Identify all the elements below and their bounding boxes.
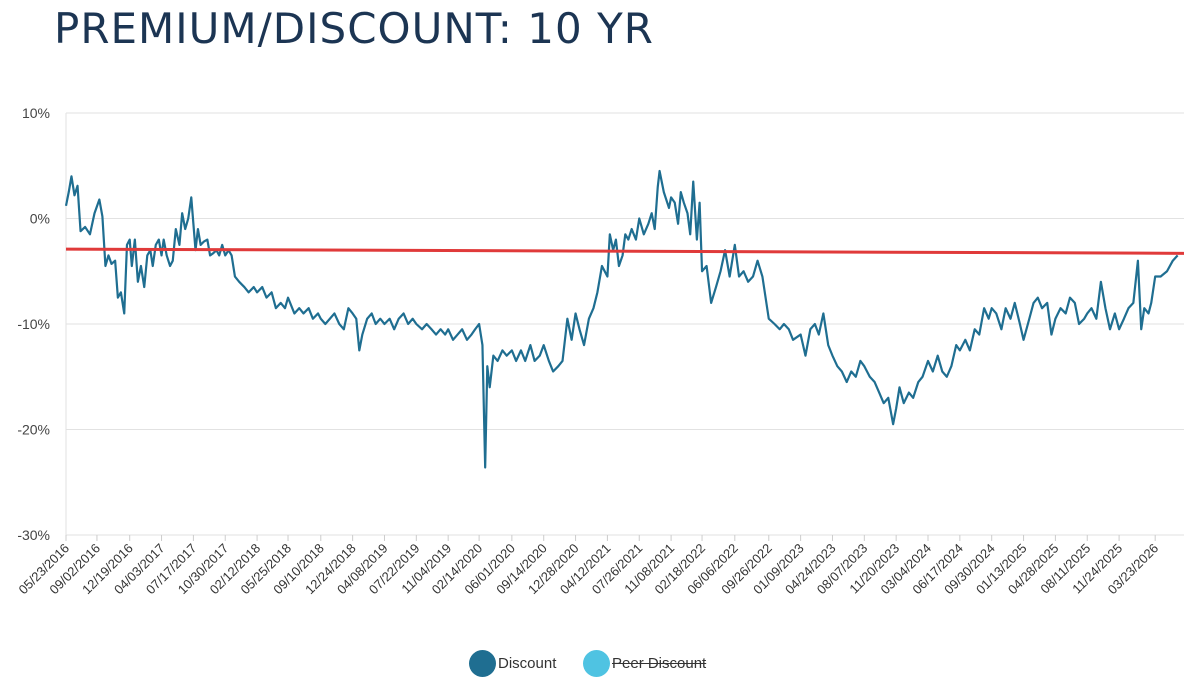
y-tick-label: -10% <box>17 316 50 332</box>
legend: Discount Peer Discount <box>0 650 1196 680</box>
y-tick-label: -30% <box>17 527 50 543</box>
series-line-discount <box>64 169 1179 469</box>
legend-marker-discount <box>469 650 496 677</box>
legend-item-peer-discount[interactable]: Peer Discount <box>583 650 706 677</box>
grid-lines <box>65 112 1184 536</box>
x-axis: 05/23/201609/02/201612/19/201604/03/2017… <box>15 535 1161 597</box>
legend-label-discount: Discount <box>498 655 557 672</box>
legend-item-discount[interactable]: Discount <box>469 650 556 677</box>
y-tick-label: 0% <box>30 211 50 227</box>
series-layer <box>64 169 1179 469</box>
y-tick-label: -20% <box>17 422 50 438</box>
y-axis: 10% 0% -10% -20% -30% <box>17 105 50 543</box>
reference-line <box>65 247 1185 255</box>
chart-title: PREMIUM/DISCOUNT: 10 YR <box>54 4 654 53</box>
legend-label-peer-discount: Peer Discount <box>612 655 707 672</box>
reference-layer <box>65 247 1185 255</box>
legend-marker-peer-discount <box>583 650 610 677</box>
premium-discount-chart: 10% 0% -10% -20% -30% 05/23/201609/02/201612… <box>15 105 1185 597</box>
y-tick-label: 10% <box>22 105 50 121</box>
